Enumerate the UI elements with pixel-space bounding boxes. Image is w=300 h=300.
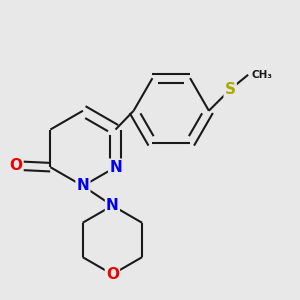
- Text: O: O: [10, 158, 22, 173]
- Text: S: S: [225, 82, 236, 97]
- Text: CH₃: CH₃: [251, 70, 272, 80]
- Text: O: O: [106, 267, 119, 282]
- Text: N: N: [109, 160, 122, 175]
- Text: N: N: [106, 198, 119, 213]
- Text: N: N: [76, 178, 89, 194]
